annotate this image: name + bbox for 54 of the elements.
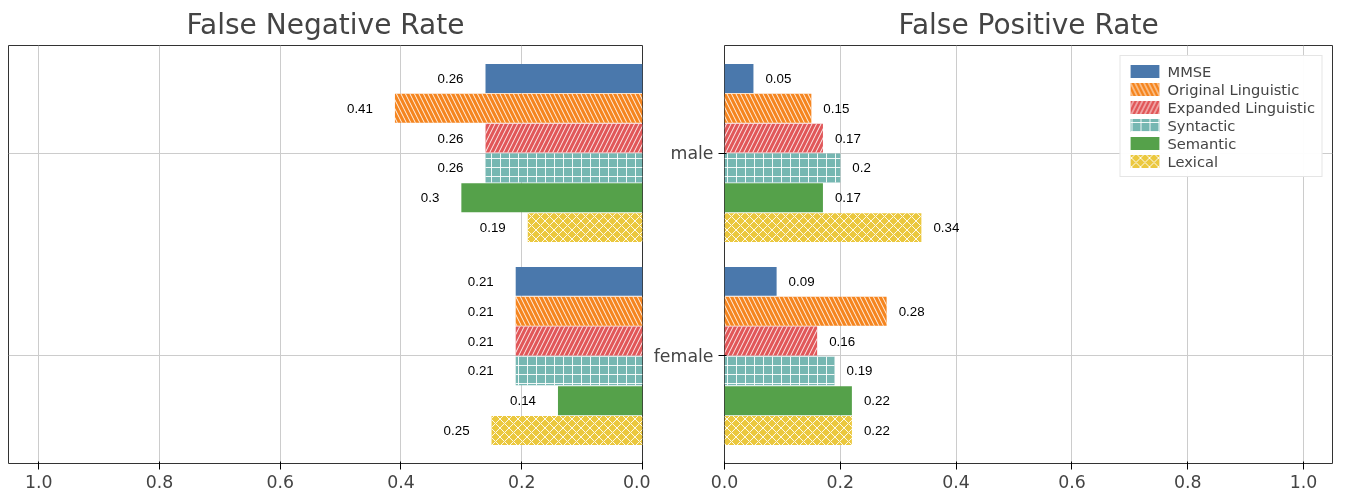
x-tick-label: 0.4 (942, 471, 970, 492)
data-label: 0.22 (863, 393, 890, 409)
data-label: 0.41 (347, 100, 373, 116)
bar (515, 266, 643, 296)
bar (461, 183, 643, 213)
x-tick-label: 0.4 (387, 471, 415, 492)
legend-label: Expanded Linguistic (1167, 98, 1315, 116)
bar (485, 64, 643, 93)
data-label: 0.19 (846, 363, 873, 379)
bar (724, 266, 777, 296)
x-tick-label: 1.0 (1289, 471, 1318, 492)
data-label: 0.3 (420, 190, 440, 206)
data-label: 0.21 (467, 363, 494, 379)
data-label: 0.21 (467, 333, 494, 349)
x-tick-label: 0.6 (266, 471, 294, 492)
data-label: 0.26 (437, 130, 464, 146)
x-tick-label: 1.0 (24, 471, 53, 492)
data-label: 0.17 (834, 130, 861, 146)
data-label: 0.2 (852, 160, 871, 176)
x-tick-label: 0.0 (622, 471, 651, 492)
data-label: 0.09 (788, 273, 815, 289)
data-label: 0.21 (467, 273, 494, 289)
x-tick-label: 0.2 (826, 471, 855, 492)
x-tick-label: 0.0 (710, 471, 739, 492)
data-label: 0.28 (898, 303, 925, 319)
bar (724, 386, 852, 416)
data-label: 0.14 (510, 393, 537, 409)
bar (724, 183, 823, 213)
y-tick-label: male (670, 143, 714, 164)
x-tick-label: 0.8 (145, 471, 174, 492)
x-tick-label: 0.2 (507, 471, 536, 492)
x-tick-label: 0.8 (1173, 471, 1202, 492)
data-label: 0.19 (479, 220, 506, 236)
data-label: 0.22 (863, 423, 890, 439)
legend-label: Lexical (1167, 152, 1219, 170)
x-tick-label: 0.6 (1058, 471, 1086, 492)
data-label: 0.21 (467, 303, 494, 319)
chart-title: False Negative Rate (186, 7, 465, 41)
bar (557, 386, 643, 416)
data-label: 0.17 (834, 190, 861, 206)
data-label: 0.26 (437, 70, 464, 86)
data-label: 0.26 (437, 160, 464, 176)
data-label: 0.34 (933, 220, 960, 236)
legend-label: MMSE (1167, 62, 1212, 80)
bar (724, 64, 754, 93)
legend-label: Syntactic (1167, 116, 1236, 134)
data-label: 0.15 (823, 100, 850, 116)
y-tick-label: female (653, 345, 714, 366)
legend-label: Semantic (1167, 134, 1237, 152)
data-label: 0.16 (829, 333, 856, 349)
data-label: 0.05 (765, 70, 792, 86)
data-label: 0.25 (443, 423, 470, 439)
legend-label: Original Linguistic (1167, 80, 1300, 98)
chart-title: False Positive Rate (898, 7, 1159, 41)
